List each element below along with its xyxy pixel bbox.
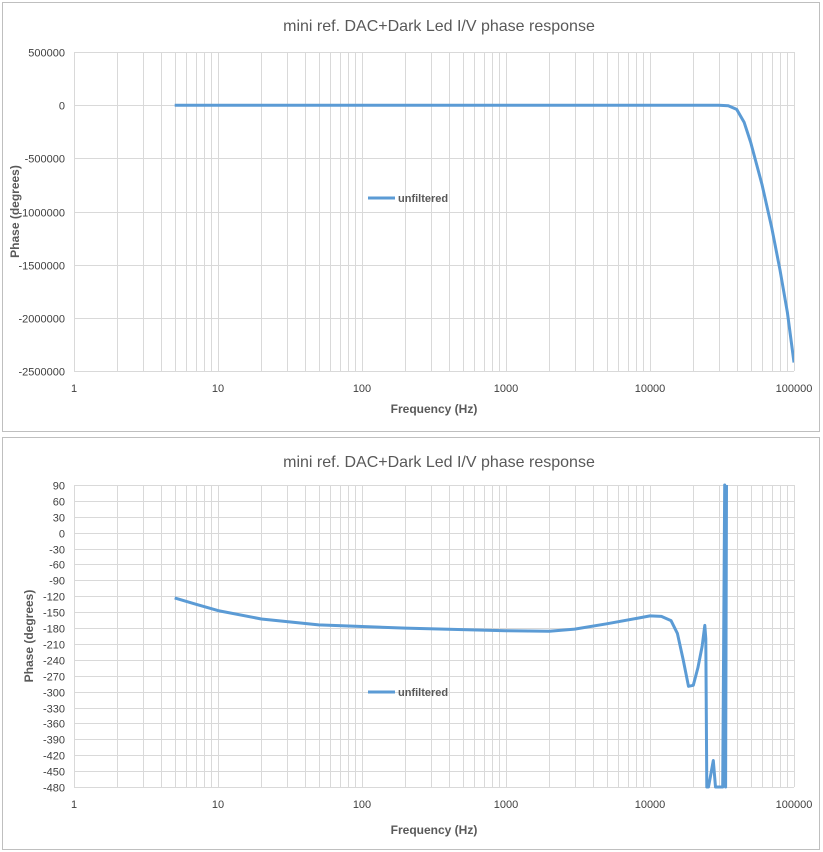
chart2-y-tick-label: -120 bbox=[43, 592, 65, 604]
chart1-y-tick-label: -1000000 bbox=[19, 208, 66, 220]
chart1-y-tick-label: -2500000 bbox=[19, 367, 66, 379]
chart1-y-axis-title: Phase (degrees) bbox=[8, 165, 22, 258]
chart2-x-tick-label: 10000 bbox=[635, 799, 666, 811]
chart1-series-line-unfiltered bbox=[174, 103, 794, 363]
chart2-y-tick-label: -150 bbox=[43, 608, 65, 620]
chart2-x-axis-title: Frequency (Hz) bbox=[391, 823, 478, 837]
chart1-x-tick-label: 1 bbox=[71, 383, 77, 395]
chart2-y-tick-label: -60 bbox=[49, 560, 65, 572]
chart2-y-tick-label: 0 bbox=[59, 529, 65, 541]
chart2-y-tick-label: -300 bbox=[43, 688, 65, 700]
chart2-y-tick-label: 90 bbox=[53, 481, 65, 493]
chart1-y-tick-label: 500000 bbox=[28, 48, 65, 60]
chart1-y-tick-label: -500000 bbox=[25, 154, 65, 166]
chart2-y-tick-label: -480 bbox=[43, 783, 65, 795]
chart1-y-tick-label: -1500000 bbox=[19, 261, 66, 273]
chart2-y-tick-label: -420 bbox=[43, 751, 65, 763]
chart2-y-tick-label: -180 bbox=[43, 624, 65, 636]
chart-bottom-svg: mini ref. DAC+Dark Led I/V phase respons… bbox=[22, 454, 813, 837]
chart-bottom: mini ref. DAC+Dark Led I/V phase respons… bbox=[2, 437, 820, 850]
chart2-series-line-unfiltered bbox=[174, 483, 728, 789]
chart2-y-tick-label: -450 bbox=[43, 767, 65, 779]
chart1-y-tick-label: 0 bbox=[59, 101, 65, 113]
chart2-x-tick-label: 1 bbox=[71, 799, 77, 811]
chart2-gridlines bbox=[74, 485, 795, 788]
chart2-y-tick-label: -330 bbox=[43, 704, 65, 716]
chart1-title: mini ref. DAC+Dark Led I/V phase respons… bbox=[283, 18, 595, 35]
chart2-y-tick-label: -90 bbox=[49, 576, 65, 588]
chart-top: mini ref. DAC+Dark Led I/V phase respons… bbox=[2, 2, 820, 432]
chart1-legend-label: unfiltered bbox=[398, 193, 448, 205]
chart1-x-tick-label: 100000 bbox=[776, 383, 813, 395]
chart2-y-tick-label: -270 bbox=[43, 672, 65, 684]
chart1-gridlines bbox=[74, 52, 795, 372]
chart1-x-tick-label: 10 bbox=[212, 383, 224, 395]
chart2-y-tick-label: 30 bbox=[53, 513, 65, 525]
chart-top-svg: mini ref. DAC+Dark Led I/V phase respons… bbox=[8, 18, 813, 416]
chart2-y-tick-label: -240 bbox=[43, 656, 65, 668]
chart2-y-tick-label: -390 bbox=[43, 735, 65, 747]
chart2-y-tick-label: 60 bbox=[53, 497, 65, 509]
chart2-x-tick-label: 100 bbox=[353, 799, 371, 811]
chart1-y-tick-label: -2000000 bbox=[19, 314, 66, 326]
chart1-x-tick-label: 1000 bbox=[494, 383, 518, 395]
chart1-x-tick-label: 100 bbox=[353, 383, 371, 395]
chart2-x-tick-label: 10 bbox=[212, 799, 224, 811]
chart2-title: mini ref. DAC+Dark Led I/V phase respons… bbox=[283, 454, 595, 471]
chart2-y-tick-label: -30 bbox=[49, 545, 65, 557]
chart1-x-axis-title: Frequency (Hz) bbox=[391, 402, 478, 416]
chart2-x-tick-label: 1000 bbox=[494, 799, 518, 811]
chart1-x-tick-label: 10000 bbox=[635, 383, 666, 395]
chart2-y-axis-title: Phase (degrees) bbox=[22, 590, 36, 683]
chart2-x-tick-label: 100000 bbox=[776, 799, 813, 811]
chart2-legend-label: unfiltered bbox=[398, 687, 448, 699]
chart2-y-tick-label: -360 bbox=[43, 719, 65, 731]
chart2-y-tick-label: -210 bbox=[43, 640, 65, 652]
